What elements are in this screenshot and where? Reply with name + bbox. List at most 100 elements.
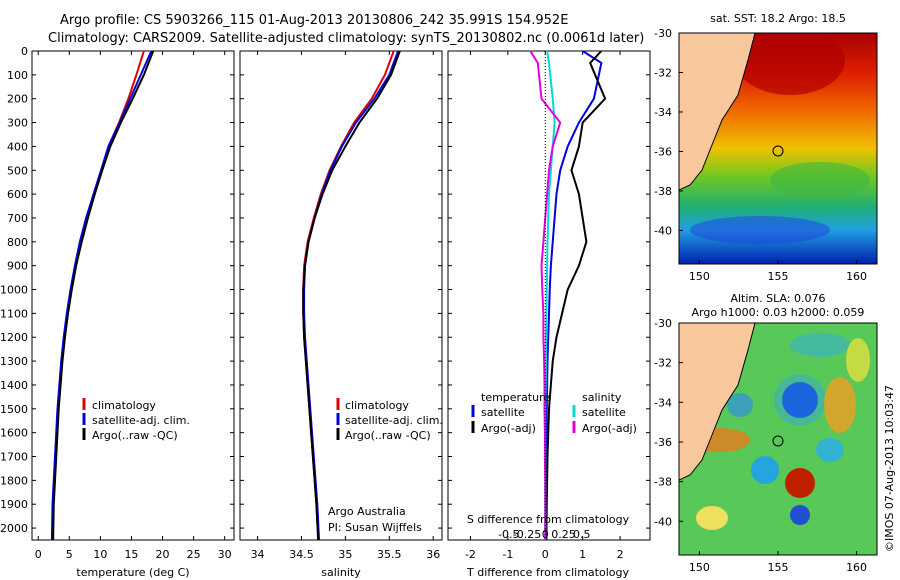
map-x-tick-label: 160 (846, 561, 867, 574)
series-line-1 (50, 50, 153, 541)
map-y-tick-label: -40 (654, 515, 672, 528)
x-tick-label: 25 (187, 548, 201, 561)
temp-legend: climatology satellite-adj. clim. Argo(..… (82, 398, 190, 442)
x-tick-label: 30 (218, 548, 232, 561)
map-x-tick-label: 150 (689, 561, 710, 574)
depth-tick-label: 100 (7, 69, 28, 82)
temp-xlabel: temperature (deg C) (76, 566, 189, 579)
depth-tick-label: 700 (7, 212, 28, 225)
sla-map-axes: -30 -32 -34 -36 -38 -40 150 155 160 (654, 317, 867, 574)
map-x-tick-label: 150 (689, 270, 710, 283)
temp-legend-clim: climatology (92, 399, 156, 412)
depth-tick-label: 1600 (0, 427, 28, 440)
sla-map (679, 323, 877, 555)
temp-legend-sat: satellite-adj. clim. (92, 414, 190, 427)
map-y-tick-label: -36 (654, 436, 672, 449)
x-tick-label: 1 (579, 548, 586, 561)
series-line-1 (303, 50, 400, 541)
x-tick-label: 10 (93, 548, 107, 561)
depth-tick-label: 900 (7, 260, 28, 273)
map-x-tick-label: 160 (846, 270, 867, 283)
depth-tick-label: 1800 (0, 474, 28, 487)
sal-legend: climatology satellite-adj. clim. Argo(..… (328, 398, 443, 534)
diff-legend: temperature salinity satellite Argo(-adj… (471, 391, 637, 435)
sla-map-title2: Argo h1000: 0.03 h2000: 0.059 (692, 306, 865, 319)
map-y-tick-label: -38 (654, 185, 672, 198)
depth-tick-label: 1000 (0, 284, 28, 297)
map-x-tick-label: 155 (768, 561, 789, 574)
map-y-tick-label: -40 (654, 224, 672, 237)
legend-temp-sat: satellite (481, 406, 525, 419)
x-tick-label: 5 (66, 548, 73, 561)
sst-map-axes: -30 -32 -34 -36 -38 -40 150 155 160 (654, 27, 867, 283)
s-diff-tick-label: 0 (542, 528, 549, 541)
x-tick-label: -1 (502, 548, 513, 561)
depth-tick-label: 1900 (0, 498, 28, 511)
s-diff-tick-label: 0.5 (573, 528, 591, 541)
depth-tick-label: 1100 (0, 307, 28, 320)
series-line-2 (52, 50, 155, 541)
map-y-tick-label: -36 (654, 145, 672, 158)
temp-legend-argo: Argo(..raw -QC) (92, 429, 178, 442)
temp-panel: 0 5 10 15 20 25 30 (35, 50, 232, 561)
credit-line2: PI: Susan Wijffels (328, 521, 422, 534)
title-line1: Argo profile: CS 5903266_115 01-Aug-2013… (60, 13, 568, 28)
imos-stamp: ©IMOS 07-Aug-2013 10:03:47 (883, 385, 896, 552)
diff-top-label: S difference from climatology (467, 513, 630, 526)
sst-map-title: sat. SST: 18.2 Argo: 18.5 (710, 12, 846, 25)
depth-tick-label: 1700 (0, 451, 28, 464)
credit-line1: Argo Australia (328, 505, 406, 518)
sal-panel-frame (239, 50, 443, 541)
depth-tick-label: 1500 (0, 403, 28, 416)
sal-legend-sat: satellite-adj. clim. (345, 414, 443, 427)
x-tick-label: 2 (617, 548, 624, 561)
legend-temp-argo: Argo(-adj) (481, 422, 536, 435)
sla-map-title1: Altim. SLA: 0.076 (730, 292, 825, 305)
x-tick-label: 36 (426, 548, 440, 561)
s-diff-tick-label: 0.25 (551, 528, 576, 541)
map-y-tick-label: -30 (654, 317, 672, 330)
diff-panel: -2 -1 0 1 2 -0.5-0.25 0 0.250.5 (465, 50, 624, 561)
s-diff-tick-label: -0.25 (513, 528, 541, 541)
legend-temp-head: temperature (481, 391, 550, 404)
sal-panel: 34 34.5 35 35.5 36 (251, 50, 440, 561)
depth-tick-label: 0 (21, 45, 28, 58)
map-y-tick-label: -38 (654, 476, 672, 489)
depth-axis: 0 100 200 300 400 500 600 700 800 900 1000 1100 1200… (0, 45, 650, 535)
diff-xlabel: T difference from climatology (466, 566, 629, 579)
legend-sal-head: salinity (582, 391, 622, 404)
depth-tick-label: 500 (7, 164, 28, 177)
sal-xlabel: salinity (321, 566, 361, 579)
temp-panel-frame (31, 50, 235, 541)
depth-tick-label: 1200 (0, 331, 28, 344)
depth-tick-label: 2000 (0, 522, 28, 535)
map-y-tick-label: -30 (654, 27, 672, 40)
series-line-2 (302, 50, 401, 541)
legend-sal-argo: Argo(-adj) (582, 422, 637, 435)
map-x-tick-label: 155 (768, 270, 789, 283)
x-tick-label: 20 (156, 548, 170, 561)
depth-tick-label: 1300 (0, 355, 28, 368)
x-tick-label: 35 (338, 548, 352, 561)
depth-tick-label: 800 (7, 236, 28, 249)
series-line-0 (51, 50, 145, 541)
series-line-0 (302, 50, 395, 541)
x-tick-label: -2 (465, 548, 476, 561)
sst-map (679, 33, 877, 264)
depth-tick-label: 1400 (0, 379, 28, 392)
x-tick-label: 0 (35, 548, 42, 561)
x-tick-label: 0 (542, 548, 549, 561)
legend-sal-sat: satellite (582, 406, 626, 419)
sal-legend-clim: climatology (345, 399, 409, 412)
diff-panel-frame (447, 50, 651, 541)
map-y-tick-label: -32 (654, 357, 672, 370)
depth-tick-label: 300 (7, 117, 28, 130)
x-tick-label: 15 (124, 548, 138, 561)
series-line-1 (545, 50, 607, 541)
x-tick-label: 34.5 (289, 548, 314, 561)
depth-tick-label: 200 (7, 93, 28, 106)
series-line-3 (529, 50, 562, 540)
x-tick-label: 34 (251, 548, 265, 561)
depth-tick-label: 400 (7, 140, 28, 153)
